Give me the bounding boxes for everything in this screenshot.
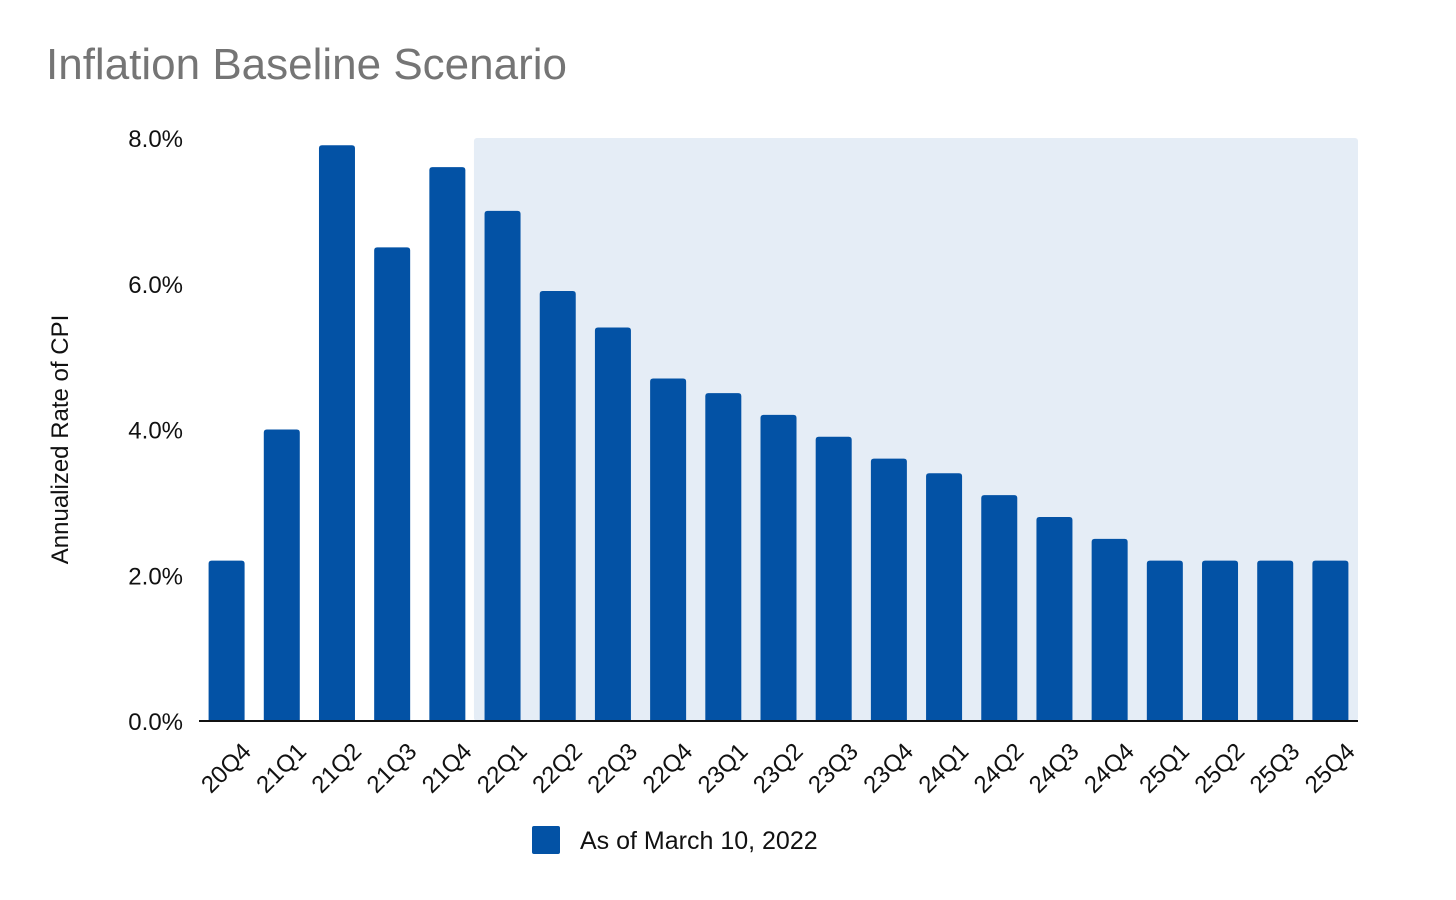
x-tick-label: 21Q4 bbox=[417, 738, 478, 799]
x-tick-label: 24Q2 bbox=[969, 738, 1030, 799]
bar-24Q2 bbox=[981, 495, 1018, 721]
x-tick-label: 23Q1 bbox=[693, 738, 754, 799]
y-tick-label: 6.0% bbox=[128, 272, 183, 299]
bar-24Q3 bbox=[1036, 516, 1073, 721]
bar-21Q1 bbox=[263, 429, 300, 721]
bar-25Q2 bbox=[1202, 560, 1239, 721]
x-tick-label: 21Q3 bbox=[362, 738, 423, 799]
bar-25Q4 bbox=[1312, 560, 1349, 721]
bar-24Q1 bbox=[926, 473, 963, 721]
x-tick-label: 22Q2 bbox=[527, 738, 588, 799]
x-axis-ticks: 20Q421Q121Q221Q321Q422Q122Q222Q322Q423Q1… bbox=[196, 738, 1360, 799]
x-tick-label: 24Q1 bbox=[914, 738, 975, 799]
bar-20Q4 bbox=[208, 560, 245, 721]
y-tick-label: 8.0% bbox=[128, 126, 183, 153]
bar-23Q2 bbox=[760, 414, 797, 721]
bar-21Q4 bbox=[429, 167, 466, 721]
y-tick-label: 4.0% bbox=[128, 418, 183, 445]
x-tick-label: 22Q4 bbox=[638, 738, 699, 799]
x-tick-label: 21Q1 bbox=[251, 738, 312, 799]
y-axis-title: Annualized Rate of CPI bbox=[47, 315, 74, 564]
x-tick-label: 25Q2 bbox=[1190, 738, 1251, 799]
bars bbox=[208, 145, 1349, 722]
legend-label: As of March 10, 2022 bbox=[580, 827, 818, 855]
bar-23Q3 bbox=[815, 436, 852, 721]
x-tick-label: 23Q3 bbox=[803, 738, 864, 799]
y-tick-label: 0.0% bbox=[128, 709, 183, 736]
bar-25Q3 bbox=[1257, 560, 1294, 721]
shaded-region-rect bbox=[473, 138, 1358, 721]
x-tick-label: 24Q3 bbox=[1024, 738, 1085, 799]
x-tick-label: 21Q2 bbox=[306, 738, 367, 799]
x-tick-label: 22Q3 bbox=[582, 738, 643, 799]
x-tick-label: 25Q1 bbox=[1134, 738, 1195, 799]
x-tick-label: 23Q2 bbox=[748, 738, 809, 799]
x-tick-label: 20Q4 bbox=[196, 738, 257, 799]
y-axis-ticks: 0.0% 2.0% 4.0% 6.0% 8.0% bbox=[128, 126, 183, 736]
bar-23Q1 bbox=[705, 393, 742, 721]
x-tick-label: 23Q4 bbox=[858, 738, 919, 799]
chart-title: Inflation Baseline Scenario bbox=[46, 40, 567, 89]
bar-22Q3 bbox=[594, 327, 631, 721]
bar-24Q4 bbox=[1091, 538, 1128, 721]
x-tick-label: 25Q4 bbox=[1300, 738, 1361, 799]
y-tick-label: 2.0% bbox=[128, 563, 183, 590]
bar-25Q1 bbox=[1146, 560, 1183, 721]
bar-22Q1 bbox=[484, 210, 521, 721]
x-tick-label: 22Q1 bbox=[472, 738, 533, 799]
x-tick-label: 24Q4 bbox=[1079, 738, 1140, 799]
bar-23Q4 bbox=[870, 458, 907, 721]
bar-22Q4 bbox=[650, 378, 687, 721]
bar-21Q3 bbox=[374, 247, 411, 721]
bar-22Q2 bbox=[539, 291, 576, 721]
forecast-shaded-region bbox=[473, 138, 1358, 721]
legend-swatch bbox=[532, 826, 560, 854]
bar-21Q2 bbox=[318, 145, 355, 722]
x-tick-label: 25Q3 bbox=[1245, 738, 1306, 799]
legend: As of March 10, 2022 bbox=[532, 826, 818, 855]
